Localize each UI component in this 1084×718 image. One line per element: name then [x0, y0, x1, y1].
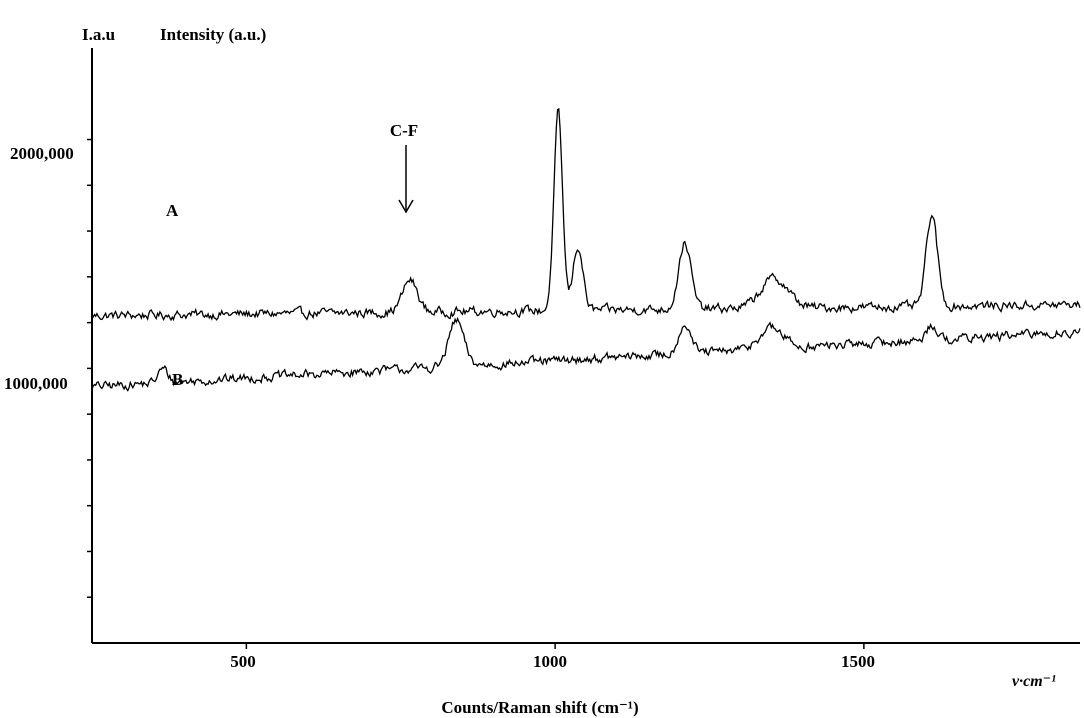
x-axis-label: Counts/Raman shift (cm⁻¹)	[441, 698, 638, 717]
x-tick-label-500: 500	[230, 652, 256, 671]
series-label-b: B	[172, 370, 183, 389]
y-tick-label-2000000: 2000,000	[10, 144, 74, 163]
x-tick-label-1000: 1000	[533, 652, 567, 671]
series-line-a	[91, 107, 1081, 322]
annotation-arrow	[398, 145, 414, 214]
annotation-c-f: C-F	[390, 121, 418, 140]
y-axis-short-label: I.a.u	[82, 25, 115, 44]
y-tick-label-1000000: 1000,000	[4, 374, 68, 393]
y-axis-label: Intensity (a.u.)	[160, 25, 266, 44]
series-label-a: A	[166, 201, 179, 220]
series-line-b	[91, 316, 1081, 392]
x-tick-label-1500: 1500	[841, 652, 875, 671]
x-axis-unit: ν·cm⁻¹	[1012, 673, 1056, 690]
